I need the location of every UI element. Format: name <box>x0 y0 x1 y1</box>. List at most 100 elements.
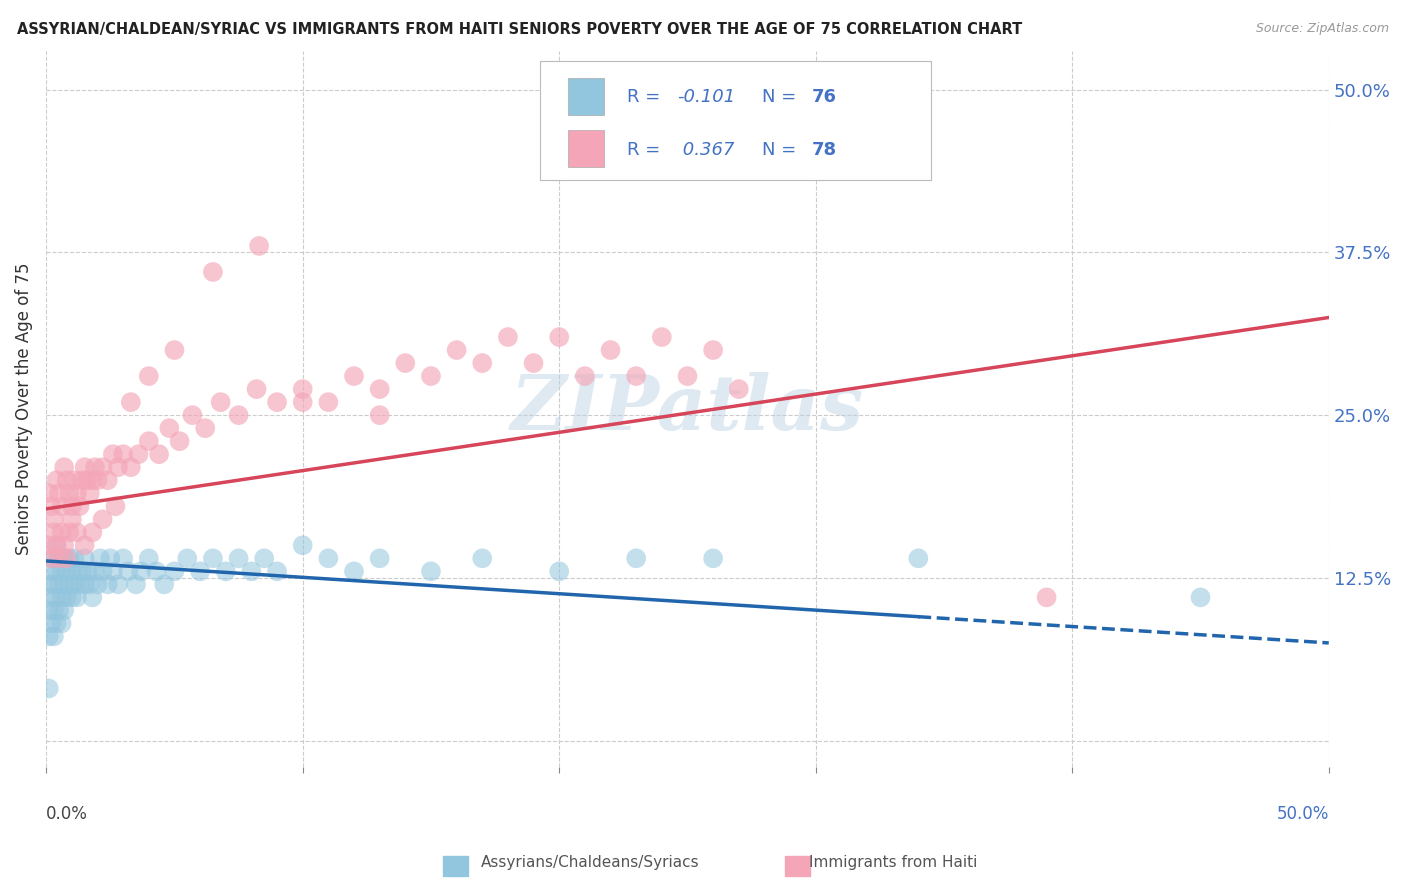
Point <box>45 538 67 552</box>
Point <box>1189 591 1212 605</box>
Point <box>38 629 60 643</box>
Text: 78: 78 <box>811 141 837 159</box>
Point <box>120 460 142 475</box>
Point <box>148 447 170 461</box>
Point <box>291 538 314 552</box>
Point <box>41 500 63 514</box>
Point <box>215 565 238 579</box>
Point <box>91 460 114 475</box>
Point <box>266 565 288 579</box>
Text: Immigrants from Haiti: Immigrants from Haiti <box>808 855 977 870</box>
Point <box>69 577 91 591</box>
Point <box>343 565 366 579</box>
Text: Source: ZipAtlas.com: Source: ZipAtlas.com <box>1256 22 1389 36</box>
Point <box>79 486 101 500</box>
Point <box>624 551 647 566</box>
Point <box>145 565 167 579</box>
Point <box>41 565 63 579</box>
Point <box>42 577 65 591</box>
Point <box>41 616 63 631</box>
Point <box>51 500 73 514</box>
Point <box>129 565 152 579</box>
Point <box>42 603 65 617</box>
Point <box>907 551 929 566</box>
Point <box>107 460 129 475</box>
Point <box>53 460 76 475</box>
Point <box>45 538 67 552</box>
Point <box>51 565 73 579</box>
Point <box>496 330 519 344</box>
Point <box>41 591 63 605</box>
FancyBboxPatch shape <box>568 130 605 167</box>
Text: 76: 76 <box>811 87 837 105</box>
Point <box>624 369 647 384</box>
Point <box>42 512 65 526</box>
Point <box>48 551 70 566</box>
Point <box>63 577 86 591</box>
Point <box>79 577 101 591</box>
Point <box>60 500 83 514</box>
Point <box>53 577 76 591</box>
Point <box>63 473 86 487</box>
Point <box>76 473 98 487</box>
Point <box>209 395 232 409</box>
Point <box>53 551 76 566</box>
Point <box>702 551 724 566</box>
Point <box>66 486 89 500</box>
Point <box>48 577 70 591</box>
FancyBboxPatch shape <box>540 62 931 179</box>
Point <box>104 500 127 514</box>
Point <box>343 369 366 384</box>
Point <box>66 591 89 605</box>
Point <box>368 408 391 422</box>
Point <box>38 538 60 552</box>
Point <box>181 408 204 422</box>
Point <box>73 551 96 566</box>
Point <box>318 551 340 566</box>
Point <box>51 616 73 631</box>
Point <box>420 369 443 384</box>
Point <box>66 525 89 540</box>
Point <box>60 565 83 579</box>
Point <box>176 551 198 566</box>
Point <box>228 551 250 566</box>
Point <box>82 591 104 605</box>
Point <box>45 565 67 579</box>
Point <box>194 421 217 435</box>
Text: N =: N = <box>762 141 801 159</box>
Point <box>89 551 111 566</box>
Point <box>45 616 67 631</box>
Point <box>117 565 139 579</box>
Point <box>291 382 314 396</box>
Point <box>188 565 211 579</box>
Point <box>245 382 267 396</box>
Text: -0.101: -0.101 <box>678 87 735 105</box>
Point <box>55 473 77 487</box>
Point <box>48 551 70 566</box>
Point <box>66 565 89 579</box>
Point <box>97 473 120 487</box>
Text: ASSYRIAN/CHALDEAN/SYRIAC VS IMMIGRANTS FROM HAITI SENIORS POVERTY OVER THE AGE O: ASSYRIAN/CHALDEAN/SYRIAC VS IMMIGRANTS F… <box>17 22 1022 37</box>
Point <box>82 525 104 540</box>
Point <box>38 603 60 617</box>
Text: R =: R = <box>627 141 666 159</box>
Point <box>38 681 60 696</box>
Point <box>394 356 416 370</box>
Y-axis label: Seniors Poverty Over the Age of 75: Seniors Poverty Over the Age of 75 <box>15 262 32 555</box>
Text: N =: N = <box>762 87 801 105</box>
Point <box>51 591 73 605</box>
Point <box>318 395 340 409</box>
Point <box>55 591 77 605</box>
Point <box>58 525 80 540</box>
Point <box>112 447 135 461</box>
Point <box>157 421 180 435</box>
Point <box>48 486 70 500</box>
Point <box>651 330 673 344</box>
Text: R =: R = <box>627 87 666 105</box>
Point <box>97 577 120 591</box>
Point <box>128 447 150 461</box>
Point <box>82 473 104 487</box>
Point <box>73 538 96 552</box>
Point <box>55 551 77 566</box>
Point <box>101 447 124 461</box>
